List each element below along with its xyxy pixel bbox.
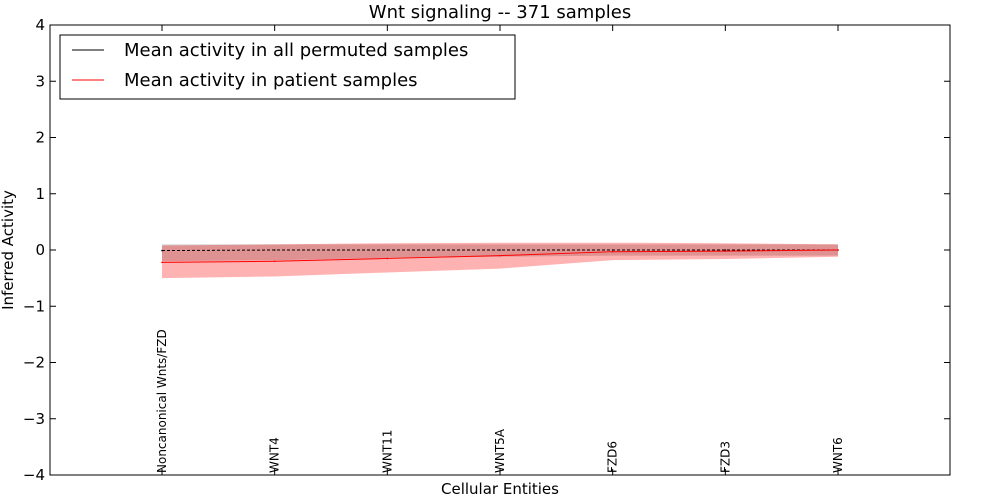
data-point [724, 250, 727, 252]
x-axis-title: Cellular Entities [441, 480, 559, 498]
x-tick-label: WNT4 [268, 437, 282, 473]
y-tick-label: 4 [35, 16, 45, 34]
x-tick-label: FZD3 [718, 441, 732, 473]
y-tick-label: −4 [23, 466, 45, 484]
y-tick-label: −1 [23, 297, 45, 315]
x-tick-label: WNT6 [831, 437, 845, 473]
x-tick-label: FZD6 [606, 441, 620, 473]
data-point [611, 249, 614, 251]
y-tick-label: 2 [35, 129, 45, 147]
y-tick-label: −2 [23, 354, 45, 372]
data-point [386, 249, 389, 251]
data-point [611, 250, 614, 253]
data-point [161, 261, 163, 264]
y-tick-label: 1 [35, 185, 45, 203]
data-point [273, 249, 276, 251]
legend-label: Mean activity in all permuted samples [124, 40, 468, 61]
series-lines [161, 249, 839, 264]
y-tick-label: 0 [35, 241, 45, 259]
data-point [386, 257, 389, 260]
data-point [273, 260, 276, 263]
data-point [837, 249, 839, 251]
legend-label: Mean activity in patient samples [124, 70, 418, 91]
x-axis: Noncanonical Wnts/FZD WNT4 WNT11 WNT5A FZD6 F… [155, 25, 845, 475]
y-axis-title: Inferred Activity [0, 190, 17, 310]
x-tick-label: WNT11 [380, 430, 394, 473]
band-permuted [162, 244, 838, 262]
legend-box [59, 34, 516, 100]
data-point [161, 249, 163, 252]
legend: Mean activity in all permuted samples Mea… [59, 34, 516, 100]
data-point [499, 249, 501, 251]
chart-title: Wnt signaling -- 371 samples [369, 2, 631, 23]
band-patient [162, 242, 838, 279]
y-tick-label: 3 [35, 72, 45, 90]
data-point [499, 254, 501, 257]
x-tick-label: WNT5A [493, 428, 507, 473]
x-tick-label: Noncanonical Wnts/FZD [155, 329, 169, 473]
y-tick-label: −3 [23, 410, 45, 428]
data-point [724, 249, 727, 251]
confidence-bands [162, 242, 838, 279]
y-axis: −4 −3 −2 −1 0 1 2 3 4 [23, 16, 950, 484]
